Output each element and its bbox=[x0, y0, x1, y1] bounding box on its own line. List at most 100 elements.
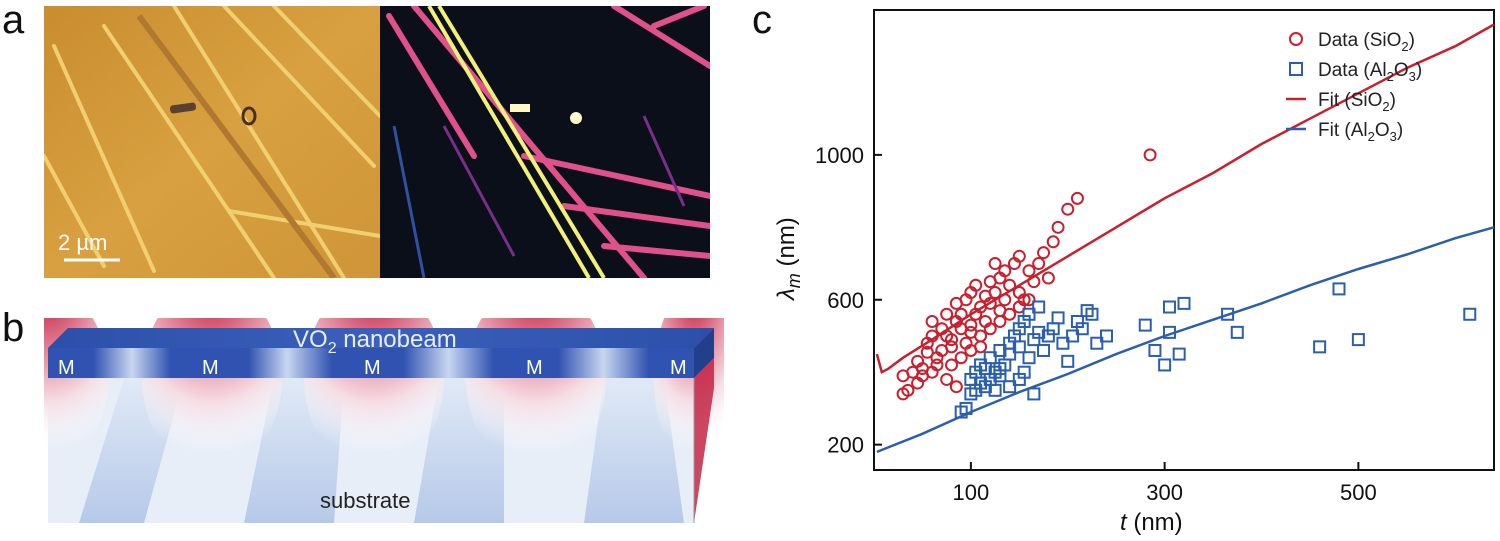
data-point-sio2 bbox=[998, 264, 1012, 278]
scale-bar-label: 2 µm bbox=[58, 230, 107, 255]
data-point-sio2 bbox=[954, 307, 968, 321]
data-point-sio2 bbox=[998, 293, 1012, 307]
legend-label: Fit (Al2O3) bbox=[1318, 120, 1403, 144]
scatter-chart: 100 300 500 200 600 1000 Data (SiO2) Data (Al2… bbox=[773, 9, 1495, 536]
data-point-al2o3 bbox=[1022, 307, 1036, 321]
fit-line-al2o3 bbox=[876, 226, 1495, 454]
legend-marker-circle bbox=[1289, 32, 1303, 46]
dark-field-image bbox=[380, 6, 710, 278]
data-point-al2o3 bbox=[1032, 300, 1046, 314]
particle bbox=[570, 112, 582, 124]
y-tick-label: 1000 bbox=[815, 143, 864, 168]
data-point-al2o3 bbox=[1230, 325, 1244, 339]
nanobeam-label: VO2 nanobeam bbox=[293, 326, 457, 357]
data-point-sio2 bbox=[1037, 246, 1051, 260]
data-point-al2o3 bbox=[1075, 322, 1089, 336]
data-point-al2o3 bbox=[1012, 372, 1026, 386]
data-point-al2o3 bbox=[1221, 307, 1235, 321]
data-point-sio2 bbox=[945, 333, 958, 347]
data-point-sio2 bbox=[1051, 220, 1065, 234]
data-point-sio2 bbox=[1032, 257, 1046, 271]
data-point-al2o3 bbox=[1085, 307, 1099, 321]
data-point-al2o3 bbox=[959, 401, 973, 415]
data-point-al2o3 bbox=[1138, 318, 1152, 332]
data-point-sio2 bbox=[1012, 300, 1026, 314]
data-point-sio2 bbox=[993, 314, 1007, 328]
panel-label-b: b bbox=[2, 306, 25, 350]
data-points bbox=[896, 148, 1477, 419]
y-tick-label: 200 bbox=[827, 433, 864, 458]
data-point-sio2 bbox=[1143, 148, 1157, 162]
data-point-sio2 bbox=[1022, 264, 1036, 278]
fit-line-sio2 bbox=[875, 23, 1495, 375]
data-point-al2o3 bbox=[1056, 336, 1070, 350]
data-point-sio2 bbox=[940, 307, 954, 321]
data-point-sio2 bbox=[969, 278, 983, 292]
x-tick-label: 300 bbox=[1146, 480, 1183, 505]
x-axis-label: t (nm) bbox=[1120, 509, 1183, 536]
data-point-sio2 bbox=[1041, 271, 1055, 285]
bright-field-image: 2 µm bbox=[44, 6, 382, 278]
domain-label-m: M bbox=[526, 357, 543, 379]
fit-lines bbox=[875, 23, 1495, 454]
x-tick-label: 500 bbox=[1340, 480, 1377, 505]
data-point-sio2 bbox=[1027, 275, 1041, 289]
data-point-al2o3 bbox=[983, 351, 997, 365]
y-axis-label: λm (nm) bbox=[773, 217, 804, 302]
data-point-sio2 bbox=[901, 383, 915, 397]
data-point-al2o3 bbox=[1027, 387, 1041, 401]
legend: Data (SiO2) Data (Al2O3) Fit (SiO2) Fit (Al… bbox=[1286, 30, 1422, 144]
data-point-al2o3 bbox=[1100, 329, 1113, 343]
data-point-al2o3 bbox=[1158, 358, 1172, 372]
data-point-al2o3 bbox=[1313, 340, 1327, 354]
data-point-sio2 bbox=[974, 329, 988, 343]
nanobeam-front bbox=[48, 348, 694, 378]
axis-ticks: 100 300 500 200 600 1000 bbox=[815, 143, 1377, 505]
data-point-sio2 bbox=[925, 329, 939, 343]
data-point-al2o3 bbox=[1032, 325, 1046, 339]
legend-marker-square bbox=[1289, 62, 1303, 76]
particle bbox=[510, 104, 530, 112]
data-point-al2o3 bbox=[1172, 347, 1186, 361]
particle bbox=[241, 106, 257, 126]
data-point-al2o3 bbox=[1061, 354, 1075, 368]
data-point-sio2 bbox=[1003, 278, 1017, 292]
panel-label-c: c bbox=[752, 0, 772, 42]
domain-label-m: M bbox=[202, 357, 219, 379]
data-point-sio2 bbox=[945, 358, 958, 372]
nanobeam-side bbox=[694, 328, 714, 378]
panel-label-a: a bbox=[2, 0, 25, 42]
data-point-al2o3 bbox=[988, 383, 1002, 397]
data-point-al2o3 bbox=[1463, 307, 1477, 321]
substrate-label: substrate bbox=[320, 488, 411, 513]
data-point-al2o3 bbox=[993, 343, 1007, 357]
data-point-al2o3 bbox=[1162, 300, 1176, 314]
data-point-sio2 bbox=[974, 340, 988, 354]
plot-area-frame bbox=[873, 9, 1495, 471]
data-point-sio2 bbox=[1012, 249, 1026, 263]
data-point-al2o3 bbox=[1051, 311, 1065, 325]
data-point-sio2 bbox=[1046, 235, 1060, 249]
data-point-sio2 bbox=[1003, 307, 1017, 321]
data-point-al2o3 bbox=[1090, 336, 1104, 350]
nanobeam-top bbox=[48, 328, 714, 348]
data-point-sio2 bbox=[983, 322, 997, 336]
data-point-al2o3 bbox=[1351, 333, 1365, 347]
data-point-sio2 bbox=[920, 345, 934, 359]
data-point-al2o3 bbox=[1037, 343, 1051, 357]
data-point-sio2 bbox=[915, 369, 929, 383]
domain-label-m: M bbox=[364, 357, 381, 379]
data-point-al2o3 bbox=[1003, 380, 1017, 394]
data-point-al2o3 bbox=[1012, 340, 1026, 354]
data-point-al2o3 bbox=[1162, 325, 1176, 339]
domain-label-m: M bbox=[670, 357, 687, 379]
data-point-sio2 bbox=[1061, 202, 1075, 216]
legend-label: Data (SiO2) bbox=[1318, 30, 1415, 54]
particle bbox=[169, 102, 197, 114]
legend-label: Fit (SiO2) bbox=[1318, 90, 1396, 114]
x-tick-label: 100 bbox=[953, 480, 990, 505]
nanobeam-schematic: VO2 nanobeam M M M M M substrate bbox=[44, 318, 724, 523]
data-point-sio2 bbox=[1070, 191, 1084, 205]
data-point-sio2 bbox=[945, 340, 958, 354]
data-point-sio2 bbox=[1022, 293, 1036, 307]
